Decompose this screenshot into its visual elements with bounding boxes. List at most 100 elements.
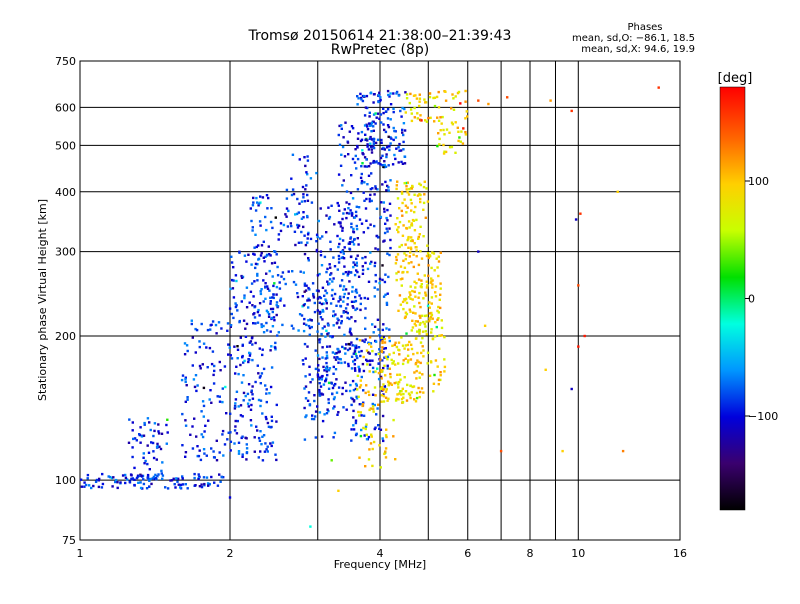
data-point xyxy=(358,339,362,342)
data-point xyxy=(198,364,202,368)
data-point xyxy=(369,122,372,125)
data-point xyxy=(175,477,178,480)
data-point xyxy=(319,250,323,253)
data-point xyxy=(397,161,400,164)
data-point xyxy=(262,256,265,259)
data-point xyxy=(561,449,564,453)
data-point xyxy=(405,227,409,230)
data-point xyxy=(297,211,300,214)
data-point xyxy=(398,149,401,152)
data-point xyxy=(266,311,270,314)
data-point xyxy=(250,337,254,340)
data-point xyxy=(382,111,385,115)
data-point xyxy=(477,250,480,253)
data-point xyxy=(412,253,415,256)
data-point xyxy=(419,200,422,204)
data-point xyxy=(397,146,400,149)
data-point xyxy=(304,188,307,191)
data-point xyxy=(404,257,407,261)
data-point xyxy=(304,397,308,400)
data-point xyxy=(436,309,439,313)
data-point xyxy=(193,472,196,476)
data-point xyxy=(418,182,421,185)
data-point xyxy=(399,393,403,396)
data-point xyxy=(345,201,348,204)
data-point xyxy=(387,380,390,383)
data-point xyxy=(408,394,412,397)
data-point xyxy=(364,138,368,141)
data-point xyxy=(166,418,169,421)
data-point xyxy=(199,458,203,462)
data-point xyxy=(140,435,144,438)
data-point xyxy=(313,301,316,305)
data-point xyxy=(303,406,306,410)
data-point xyxy=(440,326,444,330)
data-points xyxy=(79,86,660,528)
data-point xyxy=(345,310,348,314)
data-point xyxy=(203,482,206,486)
data-point xyxy=(225,412,228,415)
data-point xyxy=(183,353,187,356)
data-point xyxy=(305,323,308,327)
data-point xyxy=(450,107,453,110)
data-point xyxy=(452,108,456,111)
data-point xyxy=(418,104,421,108)
data-point xyxy=(264,255,267,258)
data-point xyxy=(371,187,374,190)
data-point xyxy=(244,327,247,330)
data-point xyxy=(321,308,324,312)
data-point xyxy=(318,310,322,314)
data-point xyxy=(402,224,405,227)
data-point xyxy=(353,161,357,164)
data-point xyxy=(365,423,368,426)
data-point xyxy=(382,400,386,403)
data-point xyxy=(254,209,258,212)
data-point xyxy=(439,293,442,296)
data-point xyxy=(306,299,309,302)
data-point xyxy=(338,143,342,146)
data-point xyxy=(246,392,250,396)
data-point xyxy=(340,124,343,127)
data-point xyxy=(218,473,221,476)
data-point xyxy=(269,385,273,389)
data-point xyxy=(261,196,265,199)
data-point xyxy=(352,352,355,355)
data-point xyxy=(390,358,393,362)
data-point xyxy=(425,280,428,283)
data-point xyxy=(412,265,415,269)
data-point xyxy=(616,190,619,193)
data-point xyxy=(382,366,385,370)
data-point xyxy=(442,143,445,147)
data-point xyxy=(245,458,248,461)
data-point xyxy=(304,375,307,378)
data-point xyxy=(404,181,408,185)
data-point xyxy=(425,320,428,323)
data-point xyxy=(392,107,395,110)
data-point xyxy=(424,216,427,219)
data-point xyxy=(263,260,266,263)
data-point xyxy=(421,373,424,376)
data-point xyxy=(321,318,324,321)
data-point xyxy=(325,377,328,380)
colorbar-label: [deg] xyxy=(718,71,753,86)
data-point xyxy=(315,233,319,236)
data-point xyxy=(386,208,389,212)
data-point xyxy=(374,122,377,125)
data-point xyxy=(380,138,383,142)
data-point xyxy=(369,162,372,165)
data-point xyxy=(432,382,436,385)
data-point xyxy=(185,344,189,347)
data-point xyxy=(385,327,388,330)
y-tick-label: 300 xyxy=(55,246,76,259)
data-point xyxy=(430,361,433,364)
data-point xyxy=(308,326,312,330)
data-point xyxy=(229,354,232,357)
data-point xyxy=(256,364,259,367)
data-point xyxy=(307,319,310,322)
data-point xyxy=(400,397,404,401)
data-point xyxy=(358,368,361,371)
data-point xyxy=(395,397,398,401)
data-point xyxy=(274,453,277,456)
data-point xyxy=(195,328,199,332)
data-point xyxy=(230,357,234,360)
